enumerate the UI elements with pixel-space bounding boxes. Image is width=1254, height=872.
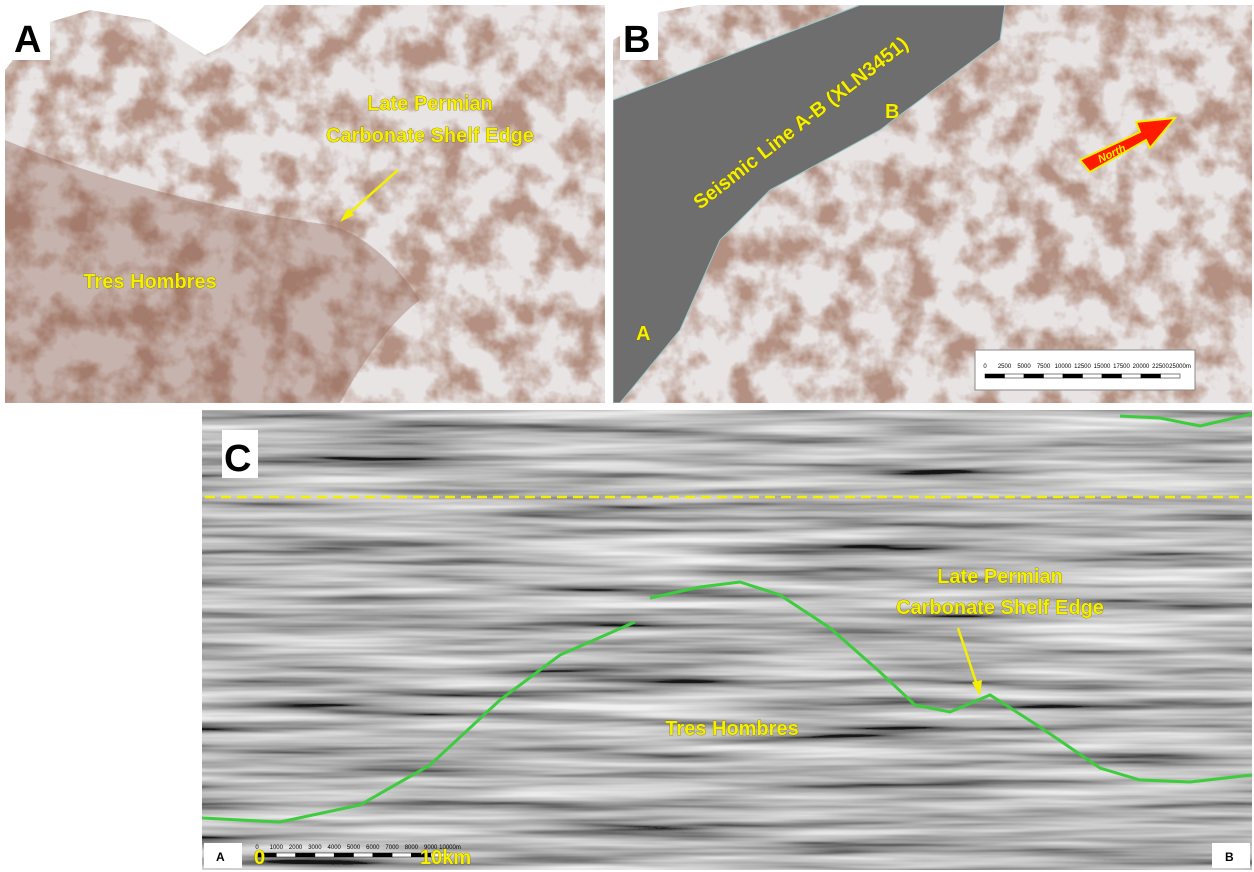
annotation: B bbox=[885, 101, 899, 123]
scale-label: 5000 bbox=[1017, 364, 1031, 370]
scale-label: 20000 bbox=[1133, 364, 1150, 370]
panel-b bbox=[613, 5, 1252, 403]
scale-segment bbox=[391, 852, 412, 858]
annotation: Late Permian bbox=[367, 93, 493, 115]
end-box bbox=[1212, 843, 1250, 868]
end-box bbox=[204, 843, 242, 868]
panel-label: C bbox=[224, 438, 251, 480]
scale-label: 5000 bbox=[347, 845, 361, 851]
scale-segment bbox=[1043, 373, 1064, 379]
arrow-head bbox=[340, 208, 354, 222]
seismic-plane bbox=[613, 5, 1006, 403]
scale-end: 10km bbox=[420, 847, 471, 869]
scale-label: 0 bbox=[255, 845, 259, 851]
scale-label: 12500 bbox=[1074, 364, 1091, 370]
scale-segment bbox=[1062, 373, 1083, 379]
panel-label: B bbox=[623, 19, 650, 61]
panel-label: A bbox=[14, 19, 41, 61]
annotation: Carbonate Shelf Edge bbox=[326, 125, 534, 147]
annotation: Tres Hombres bbox=[665, 718, 798, 740]
scale-label: 7500 bbox=[1037, 364, 1051, 370]
scale-segment bbox=[372, 852, 393, 858]
scale-label: 6000 bbox=[366, 845, 380, 851]
seismic-texture bbox=[202, 410, 1252, 870]
horizon bbox=[1119, 412, 1252, 428]
annotation: A bbox=[636, 323, 650, 345]
scale-start: 0 bbox=[254, 847, 265, 869]
scale-segment bbox=[1004, 373, 1025, 379]
scale-label: 0 bbox=[983, 364, 987, 370]
scale-box bbox=[974, 349, 1196, 391]
annotation: Late Permian bbox=[937, 566, 1063, 588]
scale-label: 2500 bbox=[998, 364, 1012, 370]
scale-label: 10000m bbox=[439, 845, 461, 851]
arrow-head bbox=[972, 680, 982, 696]
scale-segment bbox=[314, 852, 335, 858]
panel-label-box bbox=[222, 430, 258, 478]
scale-label: 7000 bbox=[385, 845, 399, 851]
panel-label-box bbox=[10, 10, 50, 60]
scale-label: 9000 bbox=[424, 845, 438, 851]
scale-bar: 0 2500 5000 7500 10000 12500 15000 17500 20000 22… bbox=[983, 364, 1191, 379]
scale-segment bbox=[430, 852, 451, 858]
end-label: A bbox=[216, 850, 225, 864]
scale-label: 2000 bbox=[289, 845, 303, 851]
panel-a bbox=[5, 5, 605, 403]
annotation: Carbonate Shelf Edge bbox=[896, 597, 1104, 619]
annotation: Tres Hombres bbox=[83, 271, 216, 293]
scale-bar: 0 1000 2000 3000 4000 5000 6000 7000 8000 9000 100… bbox=[255, 845, 461, 858]
arrow bbox=[344, 169, 399, 218]
scale-label: 10000 bbox=[1055, 364, 1072, 370]
scale-label: 8000 bbox=[405, 845, 419, 851]
scale-segment bbox=[276, 852, 296, 858]
scale-segment bbox=[1160, 373, 1181, 379]
tres-hombres-area bbox=[5, 140, 420, 403]
terrain-texture bbox=[5, 5, 605, 403]
scale-segment bbox=[333, 852, 354, 858]
scale-segment bbox=[353, 852, 374, 858]
arrow bbox=[956, 627, 980, 689]
panel-c bbox=[202, 410, 1252, 870]
horizon bbox=[649, 580, 1252, 784]
scale-segment bbox=[1023, 373, 1044, 379]
scale-label: 15000 bbox=[1094, 364, 1111, 370]
end-label: B bbox=[1225, 850, 1234, 864]
scale-label: 17500 bbox=[1113, 364, 1130, 370]
scale-label: 25000m bbox=[1169, 364, 1191, 370]
north-arrow bbox=[1078, 116, 1178, 174]
scale-segment bbox=[1082, 373, 1103, 379]
scale-segment bbox=[1101, 373, 1122, 379]
scale-segment bbox=[984, 373, 1005, 379]
scale-label: 4000 bbox=[328, 845, 342, 851]
scale-label: 3000 bbox=[308, 845, 322, 851]
scale-segment bbox=[295, 852, 316, 858]
scale-label: 1000 bbox=[270, 845, 284, 851]
scale-label: 22500 bbox=[1152, 364, 1169, 370]
horizon bbox=[202, 620, 636, 824]
panel-label-box bbox=[620, 10, 658, 60]
scale-segment bbox=[1121, 373, 1142, 379]
scale-segment bbox=[1140, 373, 1161, 379]
